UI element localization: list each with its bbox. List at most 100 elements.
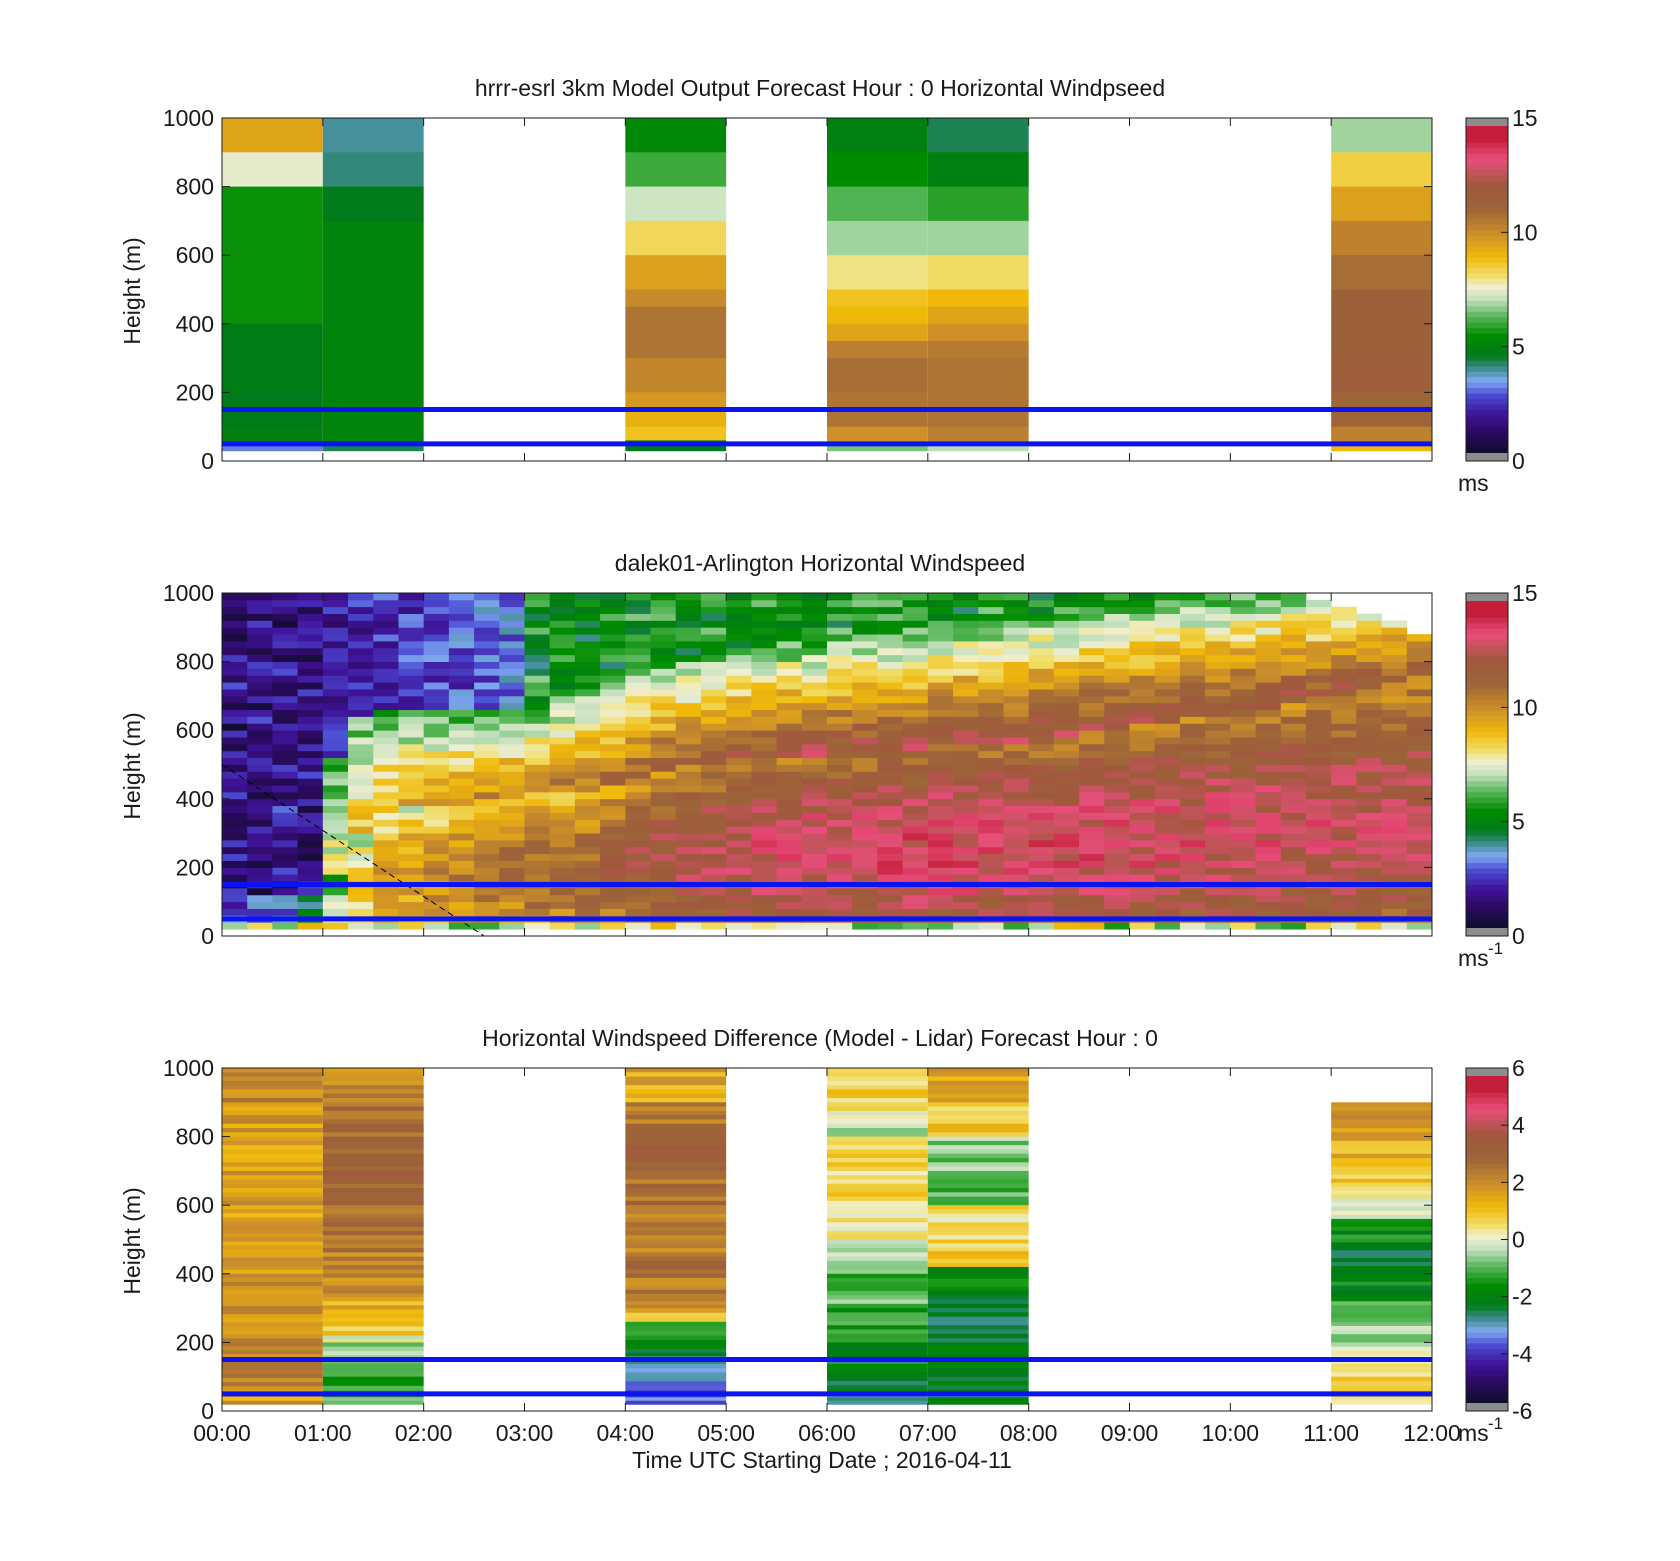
heatmap-cell	[272, 791, 299, 800]
heatmap-cell	[348, 846, 374, 855]
heatmap-cell	[322, 152, 424, 188]
heatmap-cell	[322, 812, 349, 820]
heatmap-cell	[398, 887, 425, 896]
heatmap-cell	[222, 634, 248, 642]
heatmap-cell	[1205, 661, 1231, 669]
heatmap-cell	[549, 819, 576, 827]
heatmap-cell	[398, 778, 425, 786]
heatmap-cell	[675, 757, 702, 765]
heatmap-cell	[801, 682, 828, 690]
heatmap-cell	[751, 716, 777, 724]
heatmap-cell	[297, 743, 324, 752]
heatmap-cell	[1331, 1330, 1432, 1335]
heatmap-cell	[1079, 764, 1105, 772]
colorbar-segment	[1466, 284, 1508, 290]
heatmap-cell	[247, 682, 273, 690]
heatmap-cell	[272, 723, 299, 731]
heatmap-cell	[877, 702, 904, 711]
heatmap-cell	[423, 599, 450, 608]
heatmap-cell	[1079, 593, 1105, 601]
heatmap-cell	[448, 867, 475, 875]
heatmap-cell	[751, 627, 777, 635]
heatmap-cell	[827, 289, 928, 308]
heatmap-cell	[1003, 812, 1030, 820]
heatmap-cell	[1079, 702, 1105, 711]
heatmap-cell	[751, 695, 777, 704]
heatmap-cell	[322, 668, 349, 676]
heatmap-cell	[1079, 860, 1105, 868]
heatmap-cell	[675, 606, 702, 614]
heatmap-cell	[827, 641, 853, 649]
heatmap-cell	[272, 750, 299, 759]
heatmap-cell	[1154, 757, 1181, 765]
heatmap-cell	[1053, 791, 1080, 800]
heatmap-cell	[751, 757, 777, 765]
heatmap-cell	[902, 764, 929, 772]
colorbar-unit: ms	[1458, 945, 1489, 971]
heatmap-cell	[877, 771, 904, 779]
heatmap-cell	[1331, 1321, 1432, 1327]
heatmap-cell	[524, 716, 551, 724]
heatmap-cell	[423, 778, 450, 786]
heatmap-cell	[373, 702, 399, 711]
heatmap-cell	[1205, 606, 1231, 614]
heatmap-cell	[978, 668, 1004, 676]
heatmap-cell	[1230, 695, 1256, 704]
heatmap-cell	[222, 1158, 323, 1163]
heatmap-cell	[1255, 826, 1282, 834]
heatmap-cell	[953, 593, 979, 601]
heatmap-cell	[827, 1196, 928, 1202]
heatmap-cell	[751, 791, 777, 800]
heatmap-cell	[625, 1072, 727, 1078]
heatmap-cell	[1280, 785, 1307, 793]
heatmap-cell	[801, 668, 828, 676]
heatmap-cell	[625, 743, 651, 752]
colorbar-segment	[1466, 1283, 1508, 1290]
heatmap-cell	[1280, 661, 1307, 669]
heatmap-cell	[1381, 778, 1408, 786]
heatmap-cell	[297, 901, 324, 909]
heatmap-cell	[524, 593, 551, 601]
heatmap-cell	[827, 1230, 928, 1236]
heatmap-cell	[1381, 785, 1408, 793]
heatmap-cell	[1104, 846, 1130, 855]
heatmap-cell	[322, 1222, 424, 1228]
heatmap-cell	[827, 1325, 928, 1331]
heatmap-cell	[625, 1289, 727, 1295]
heatmap-cell	[751, 826, 777, 834]
heatmap-cell	[953, 695, 979, 704]
colorbar-segment	[1466, 835, 1508, 842]
heatmap-cell	[852, 853, 878, 861]
heatmap-cell	[625, 1256, 727, 1262]
heatmap-cell	[474, 627, 500, 635]
heatmap-cell	[1028, 860, 1055, 868]
heatmap-cell	[499, 723, 525, 731]
heatmap-cell	[448, 620, 475, 628]
heatmap-cell	[1205, 908, 1231, 916]
heatmap-cell	[827, 1072, 928, 1078]
colorbar-segment	[1466, 126, 1508, 132]
heatmap-cell	[1280, 805, 1307, 813]
heatmap-cell	[852, 661, 878, 669]
colorbar-segment	[1466, 682, 1508, 689]
heatmap-cell	[625, 1218, 727, 1223]
heatmap-cell	[1129, 805, 1156, 813]
heatmap-cell	[398, 668, 425, 676]
heatmap-cell	[1154, 723, 1181, 731]
heatmap-cell	[423, 798, 450, 807]
heatmap-cell	[1104, 634, 1130, 642]
heatmap-cell	[827, 1136, 928, 1142]
heatmap-cell	[827, 1098, 928, 1103]
heatmap-cell	[1381, 716, 1408, 724]
heatmap-cell	[1129, 874, 1156, 882]
heatmap-cell	[474, 819, 500, 827]
heatmap-cell	[953, 702, 979, 711]
heatmap-cell	[801, 599, 828, 608]
heatmap-cell	[448, 922, 475, 930]
heatmap-cell	[1230, 867, 1256, 875]
colorbar-segment	[1466, 1375, 1508, 1382]
heatmap-cell	[625, 846, 651, 855]
heatmap-cell	[1053, 743, 1080, 752]
heatmap-cell	[625, 1153, 727, 1159]
